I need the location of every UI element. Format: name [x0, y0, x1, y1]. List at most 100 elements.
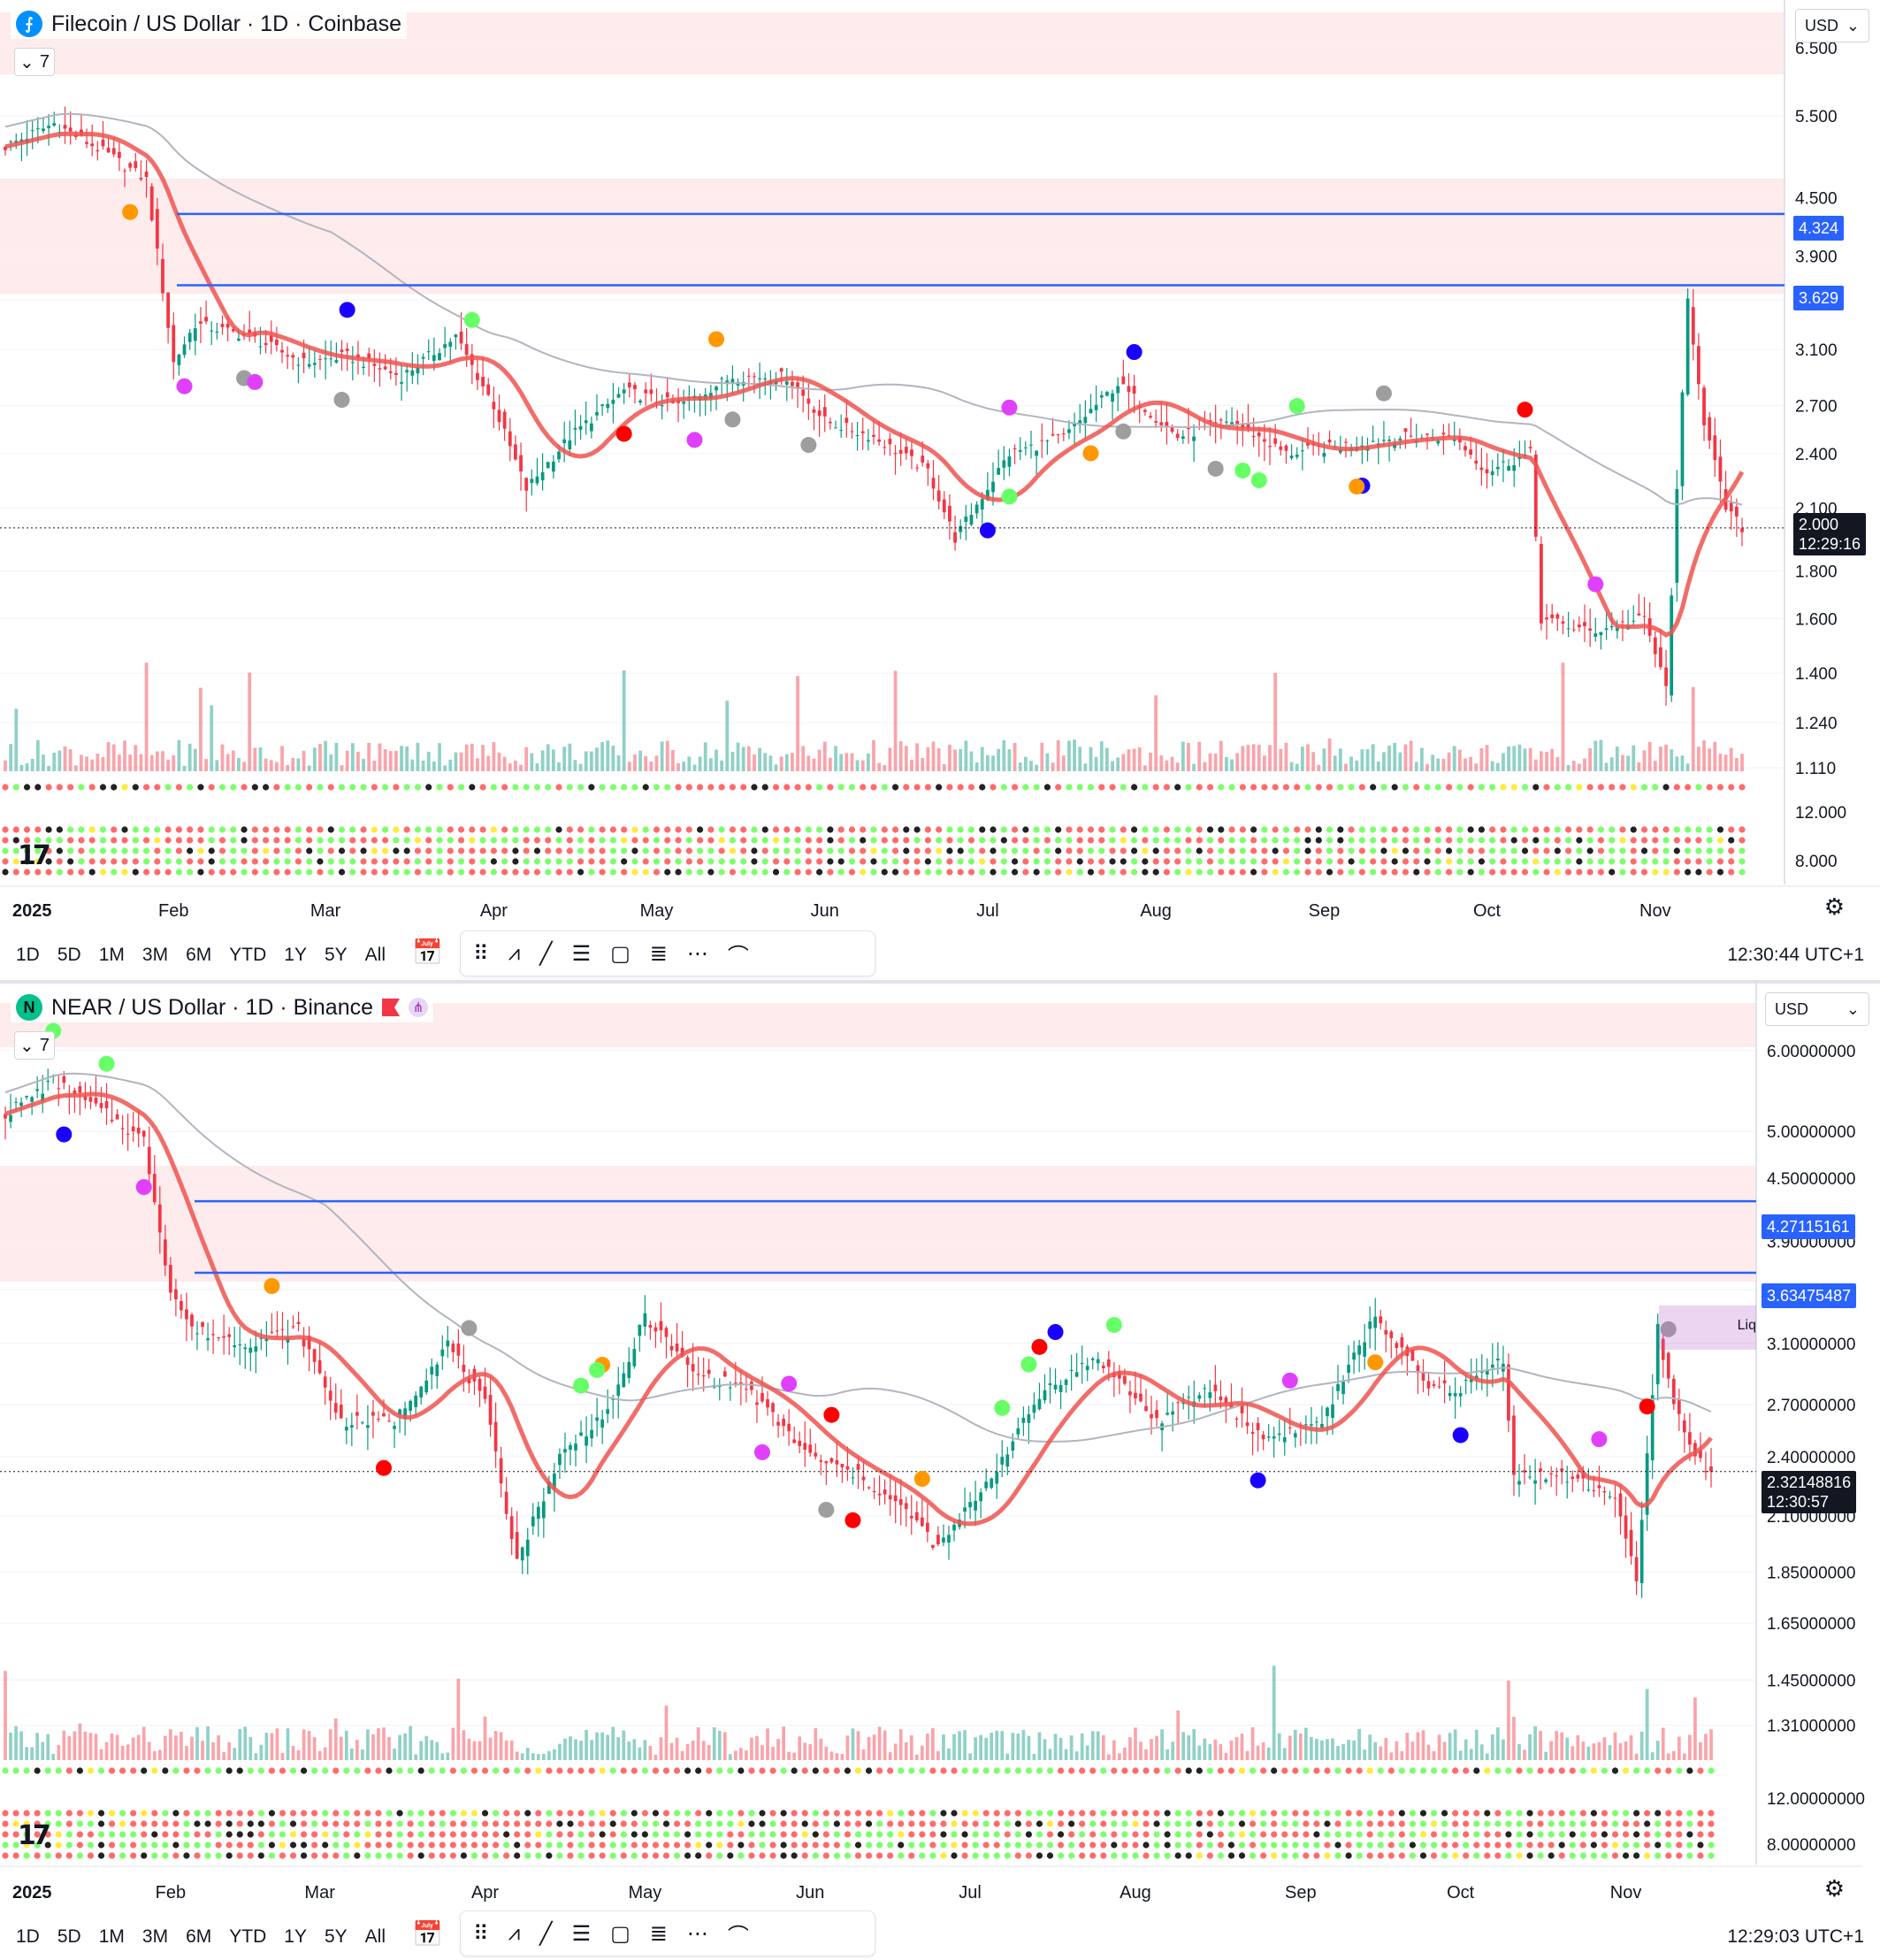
rectangle-tool-icon[interactable]: ▢: [610, 1921, 630, 1946]
timeframe-6m[interactable]: 6M: [186, 945, 212, 965]
timeframe-6m[interactable]: 6M: [186, 1926, 212, 1947]
oscillator-dot: [1695, 784, 1702, 791]
oscillator-dot: [1228, 847, 1235, 854]
oscillator-dot: [1153, 1767, 1160, 1774]
near-chart[interactable]: 6.000000005.000000004.500000003.90000000…: [0, 984, 1880, 1960]
oscillator-dot: [268, 1852, 276, 1859]
oscillator-dot: [1554, 847, 1561, 854]
filecoin-chart[interactable]: 6.5005.5004.5003.9003.5003.1002.7002.400…: [0, 0, 1880, 980]
volume-bar: [217, 1735, 220, 1760]
volume-bar: [557, 762, 561, 771]
oscillator-dot: [470, 1841, 478, 1849]
curve-tool-icon[interactable]: ⌒: [727, 944, 749, 969]
timeframe-all[interactable]: All: [364, 1926, 386, 1947]
oscillator-dot: [1652, 858, 1659, 865]
chart-clock[interactable]: 12:29:03 UTC+1: [1727, 1926, 1864, 1947]
oscillator-dot: [1326, 826, 1334, 833]
oscillator-dot: [1164, 1810, 1171, 1817]
timeframe-3m[interactable]: 3M: [141, 1926, 169, 1947]
candle-body: [280, 349, 284, 353]
horizontal-line-label-lower[interactable]: 3.629: [1793, 286, 1845, 310]
chart-clock[interactable]: 12:30:44 UTC+1: [1727, 945, 1864, 965]
horizontal-line-label-upper[interactable]: 4.27115161: [1762, 1214, 1855, 1239]
timeframe-1d[interactable]: 1D: [16, 945, 40, 965]
volume-bar: [1485, 745, 1489, 771]
symbol-legend[interactable]: ⨍ Filecoin / US Dollar · 1D · Coinbase: [11, 9, 407, 39]
oscillator-dot: [407, 1820, 414, 1827]
line-tool-icon[interactable]: ╱: [539, 941, 553, 966]
oscillator-dot: [673, 1831, 681, 1838]
date-range-calendar-icon[interactable]: 📅: [412, 1920, 443, 1948]
date-range-calendar-icon[interactable]: 📅: [412, 938, 443, 966]
volume-bar: [1064, 1749, 1068, 1760]
horizontal-lines-tool-icon[interactable]: ☰: [571, 1921, 592, 1946]
volume-bar: [117, 754, 121, 771]
timeframe-1m[interactable]: 1M: [98, 945, 125, 965]
currency-selector[interactable]: USD ⌄: [1765, 992, 1869, 1026]
candle-body: [722, 1371, 727, 1377]
oscillator-dot: [87, 1852, 95, 1859]
panel-divider[interactable]: [0, 980, 1880, 984]
share-icon[interactable]: ⋔: [409, 998, 429, 1017]
settings-gear-icon[interactable]: ⚙: [1823, 1875, 1845, 1902]
pattern-tool-icon[interactable]: ⋯: [686, 1921, 708, 1946]
trend-angle-tool-icon[interactable]: ⩘: [508, 941, 521, 965]
volume-bar: [969, 751, 974, 771]
timeframe-1m[interactable]: 1M: [98, 1926, 125, 1947]
volume-bar: [1363, 1749, 1367, 1760]
curve-tool-icon[interactable]: ⌒: [727, 1924, 749, 1949]
volume-bar: [1074, 1751, 1079, 1760]
oscillator-dot: [56, 837, 63, 844]
oscillator-dot: [2, 1767, 9, 1774]
horizontal-line-label-lower[interactable]: 3.63475487: [1762, 1283, 1857, 1308]
indicator-collapse-button[interactable]: ⌄ 7: [14, 1031, 55, 1060]
rectangle-tool-icon[interactable]: ▢: [610, 941, 630, 966]
timeframe-1y[interactable]: 1Y: [284, 1926, 307, 1947]
trend-angle-tool-icon[interactable]: ⩘: [508, 1921, 521, 1945]
symbol-legend[interactable]: N NEAR / US Dollar · 1D · Binance ⋔: [11, 992, 434, 1022]
timeframe-ytd[interactable]: YTD: [229, 945, 267, 965]
oscillator-dot: [12, 837, 19, 844]
oscillator-dot: [1532, 847, 1540, 854]
oscillator-dot: [34, 1820, 41, 1827]
candle-body: [806, 398, 811, 404]
oscillator-dot: [492, 1767, 500, 1774]
oscillator-dot: [1228, 869, 1235, 876]
oscillator-dot: [284, 847, 291, 854]
oscillator-dot: [1609, 826, 1616, 833]
volume-bar: [1311, 752, 1316, 771]
volume-bar: [1576, 1734, 1580, 1760]
drag-handle-icon[interactable]: ⠿: [473, 941, 489, 966]
candle-body: [633, 385, 637, 390]
fib-tool-icon[interactable]: ≣: [649, 941, 668, 966]
volume-bar: [1458, 1750, 1463, 1760]
oscillator-dot: [1142, 826, 1149, 833]
timeframe-3m[interactable]: 3M: [141, 945, 169, 965]
line-tool-icon[interactable]: ╱: [539, 1921, 553, 1946]
volume-bar: [600, 742, 605, 771]
flag-icon[interactable]: [382, 999, 401, 1016]
volume-bar: [680, 1750, 684, 1760]
timeframe-5d[interactable]: 5D: [57, 1926, 81, 1947]
oscillator-dot: [1185, 1841, 1192, 1849]
fib-tool-icon[interactable]: ≣: [649, 1921, 668, 1946]
candle-body: [1181, 436, 1185, 439]
timeframe-1y[interactable]: 1Y: [284, 945, 307, 965]
timeframe-all[interactable]: All: [364, 945, 386, 965]
candle-body: [665, 392, 669, 398]
currency-selector[interactable]: USD ⌄: [1795, 9, 1869, 42]
timeframe-5d[interactable]: 5D: [57, 945, 81, 965]
horizontal-line-label-upper[interactable]: 4.324: [1793, 216, 1845, 241]
indicator-collapse-button[interactable]: ⌄ 7: [14, 48, 55, 76]
oscillator-dot: [1143, 1767, 1150, 1774]
timeframe-ytd[interactable]: YTD: [229, 1926, 267, 1947]
drag-handle-icon[interactable]: ⠿: [473, 1921, 489, 1946]
pattern-tool-icon[interactable]: ⋯: [686, 941, 708, 966]
oscillator-dot: [1366, 1767, 1373, 1774]
timeframe-5y[interactable]: 5Y: [324, 1926, 348, 1947]
signal-dot: [1452, 1427, 1469, 1443]
horizontal-lines-tool-icon[interactable]: ☰: [571, 941, 592, 966]
timeframe-5y[interactable]: 5Y: [324, 945, 348, 965]
timeframe-1d[interactable]: 1D: [16, 1926, 40, 1947]
settings-gear-icon[interactable]: ⚙: [1823, 893, 1845, 920]
